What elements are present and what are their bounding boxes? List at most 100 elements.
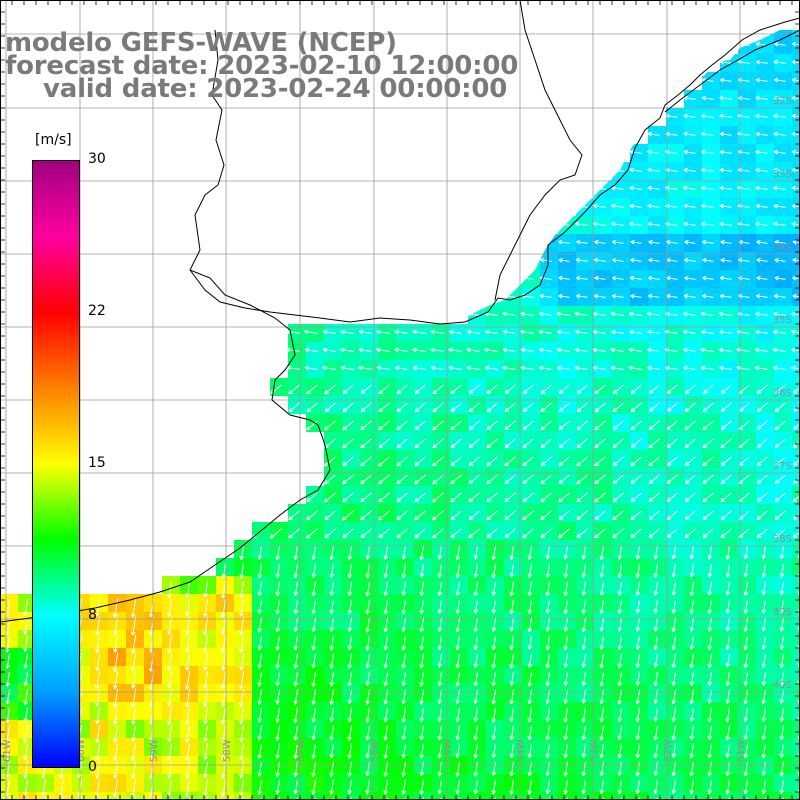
wind-arrow-head xyxy=(708,664,713,669)
wind-arrow-head xyxy=(360,497,363,502)
wind-arrow-head xyxy=(707,663,710,668)
wind-arrow xyxy=(348,617,352,632)
wind-arrow-head xyxy=(574,367,579,371)
wind-arrow-head xyxy=(648,241,653,245)
wind-arrow-head xyxy=(666,497,670,502)
wind-arrow xyxy=(294,671,299,687)
wind-arrow-head xyxy=(329,718,332,723)
wind-arrow-head xyxy=(618,627,623,632)
wind-arrow-head xyxy=(576,389,580,394)
wind-arrow-head xyxy=(130,631,134,636)
wind-arrow-head xyxy=(594,446,599,449)
wind-arrow xyxy=(647,349,660,352)
wind-arrow-head xyxy=(324,428,329,431)
wind-arrow xyxy=(683,187,697,190)
wind-arrow xyxy=(348,653,353,669)
wind-arrow xyxy=(792,441,800,448)
wind-arrow xyxy=(648,420,660,430)
wind-arrow-head xyxy=(258,628,263,633)
wind-arrow xyxy=(492,653,497,669)
wind-arrow-head xyxy=(432,443,435,448)
wind-arrow-head xyxy=(725,681,728,686)
wind-arrow-head xyxy=(726,718,731,723)
wind-arrow-head xyxy=(773,95,778,99)
wind-arrow-head xyxy=(293,646,296,651)
wind-arrow-head xyxy=(689,735,692,740)
wind-arrow xyxy=(304,367,319,370)
wind-arrow-head xyxy=(466,367,471,371)
wind-arrow xyxy=(702,456,714,467)
wind-arrow-head xyxy=(558,277,563,281)
wind-arrow xyxy=(330,545,335,560)
wind-arrow-head xyxy=(773,131,778,135)
wind-arrow xyxy=(450,384,462,395)
wind-arrow-head xyxy=(455,555,458,560)
wind-arrow xyxy=(466,348,481,352)
wind-arrow-head xyxy=(689,554,692,560)
wind-arrow xyxy=(773,349,787,352)
wind-arrow-head xyxy=(540,533,543,538)
wind-arrow-head xyxy=(527,609,530,615)
wind-arrow-head xyxy=(538,367,543,371)
wind-arrow-head xyxy=(293,555,296,560)
speed-cell xyxy=(792,342,800,360)
wind-arrow xyxy=(468,528,480,539)
wind-arrow-head xyxy=(646,313,651,317)
wind-arrow xyxy=(762,563,766,578)
wind-arrow-head xyxy=(432,464,437,467)
wind-arrow xyxy=(438,617,442,632)
wind-arrow xyxy=(773,367,786,370)
speed-cell xyxy=(504,792,522,800)
wind-arrow-head xyxy=(629,203,634,207)
wind-arrow xyxy=(630,528,642,539)
wind-arrow-head xyxy=(617,555,620,560)
wind-arrow xyxy=(744,671,748,686)
wind-arrow-head xyxy=(358,347,363,350)
wind-arrow-head xyxy=(366,628,371,633)
wind-arrow xyxy=(744,653,749,668)
wind-arrow-head xyxy=(757,392,762,394)
wind-arrow-head xyxy=(330,646,335,651)
wind-arrow-head xyxy=(599,664,602,669)
wind-arrow-head xyxy=(448,347,453,350)
wind-arrow xyxy=(701,187,714,190)
wind-arrow-head xyxy=(432,479,435,485)
wind-arrow-head xyxy=(365,555,368,560)
wind-arrow xyxy=(647,151,660,154)
wind-arrow-head xyxy=(257,682,260,687)
wind-arrow xyxy=(762,671,766,686)
wind-arrow-head xyxy=(347,645,350,651)
wind-arrow xyxy=(528,617,533,633)
wind-arrow-head xyxy=(684,443,688,448)
wind-arrow-head xyxy=(762,627,767,632)
wind-arrow xyxy=(558,456,570,467)
wind-arrow-head xyxy=(502,349,507,353)
wind-arrow-head xyxy=(611,331,616,335)
wind-arrow-head xyxy=(761,573,764,578)
wind-arrow-head xyxy=(612,389,616,394)
wind-arrow-head xyxy=(726,736,731,741)
speed-cell xyxy=(108,792,126,800)
wind-arrow-head xyxy=(342,389,346,394)
wind-arrow-head xyxy=(221,666,224,671)
wind-arrow xyxy=(629,151,642,154)
wind-arrow-head xyxy=(504,428,509,431)
wind-arrow xyxy=(450,456,462,466)
wind-arrow-head xyxy=(132,720,136,725)
wind-arrow xyxy=(600,635,604,650)
wind-arrow-head xyxy=(204,631,208,636)
wind-arrow-head xyxy=(683,131,688,135)
wind-arrow-head xyxy=(342,446,347,449)
wind-arrow-head xyxy=(683,311,688,314)
wind-arrow xyxy=(324,492,336,503)
wind-arrow-head xyxy=(360,425,363,430)
wind-arrow-head xyxy=(384,555,389,560)
wind-arrow-head xyxy=(793,425,796,430)
wind-arrow-head xyxy=(672,573,677,578)
wind-arrow xyxy=(756,241,768,244)
wind-arrow-head xyxy=(522,407,526,412)
wind-arrow xyxy=(450,474,462,485)
wind-arrow-head xyxy=(701,203,706,207)
wind-arrow xyxy=(96,724,101,744)
wind-arrow-head xyxy=(581,753,584,758)
